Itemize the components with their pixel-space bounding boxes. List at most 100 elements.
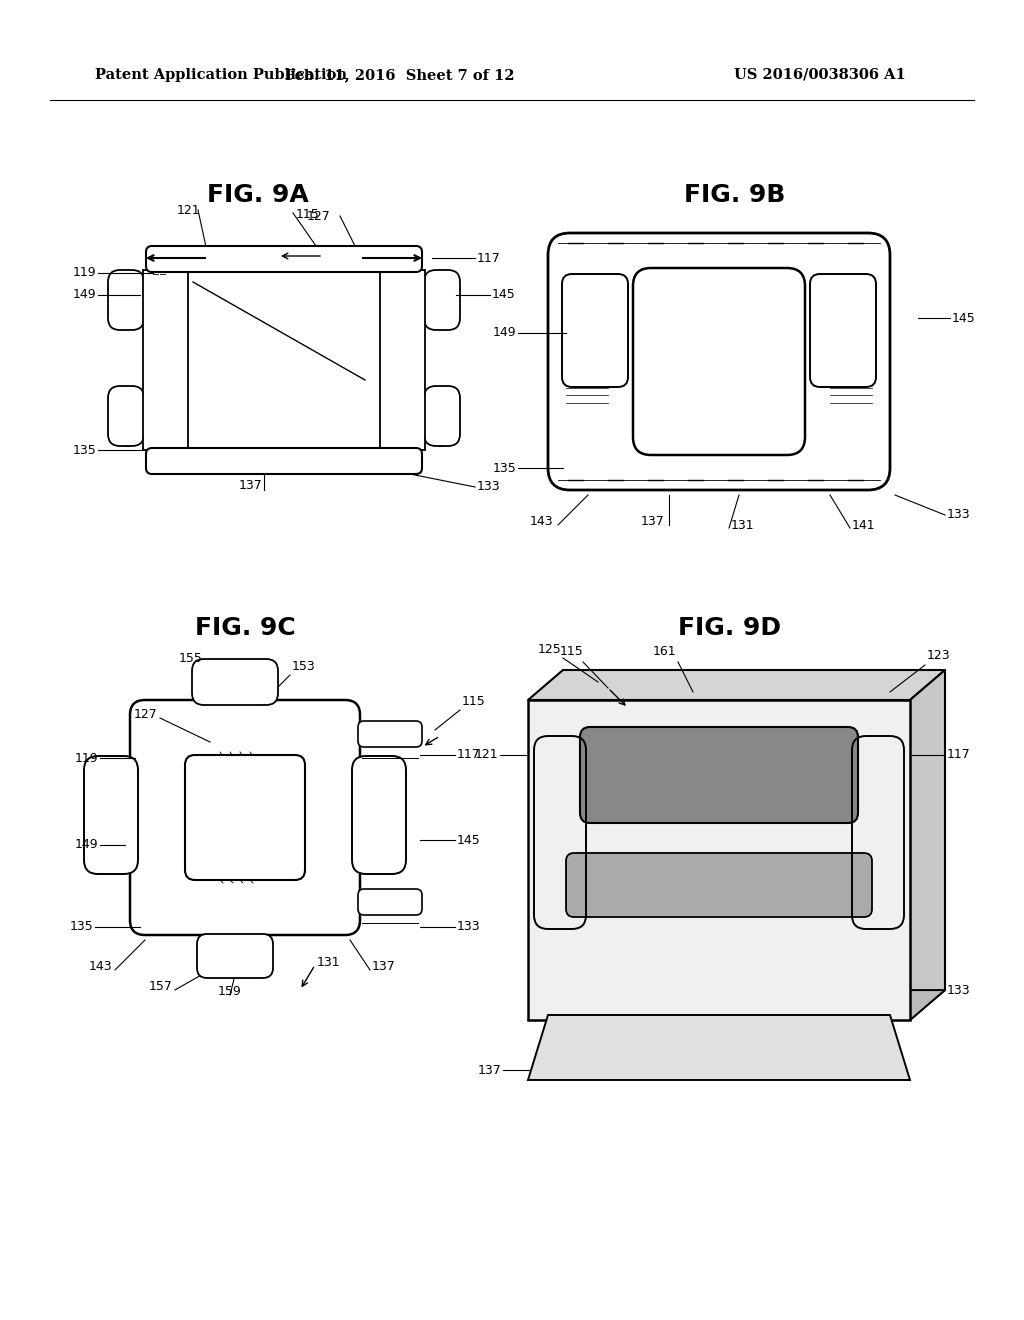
Circle shape — [101, 766, 119, 784]
FancyBboxPatch shape — [424, 271, 460, 330]
FancyBboxPatch shape — [108, 385, 144, 446]
FancyBboxPatch shape — [810, 275, 876, 387]
Circle shape — [862, 739, 894, 771]
Circle shape — [870, 876, 886, 894]
Text: 137: 137 — [372, 960, 395, 973]
FancyBboxPatch shape — [358, 888, 422, 915]
Circle shape — [428, 298, 456, 326]
Text: 127: 127 — [306, 210, 330, 223]
Circle shape — [119, 401, 133, 414]
Polygon shape — [563, 671, 945, 685]
FancyBboxPatch shape — [633, 268, 805, 455]
Text: 145: 145 — [781, 1064, 805, 1077]
Circle shape — [428, 275, 456, 302]
FancyBboxPatch shape — [108, 271, 144, 330]
Circle shape — [112, 393, 140, 422]
Text: 127: 127 — [133, 709, 157, 722]
Text: 133: 133 — [947, 983, 971, 997]
Text: 159: 159 — [218, 985, 242, 998]
Text: 143: 143 — [88, 960, 112, 973]
Polygon shape — [528, 990, 945, 1020]
Circle shape — [585, 333, 607, 354]
Text: 149: 149 — [493, 326, 516, 339]
FancyBboxPatch shape — [566, 853, 872, 917]
Text: 131: 131 — [317, 956, 341, 969]
Circle shape — [221, 704, 249, 733]
Text: FIG. 9B: FIG. 9B — [684, 183, 785, 207]
Circle shape — [574, 321, 618, 366]
Text: 117: 117 — [457, 748, 480, 762]
Text: 155: 155 — [179, 652, 203, 665]
FancyBboxPatch shape — [146, 246, 422, 272]
Circle shape — [428, 393, 456, 422]
Text: 119: 119 — [75, 751, 98, 764]
Bar — [380, 271, 425, 450]
Circle shape — [362, 822, 398, 858]
Circle shape — [820, 321, 864, 366]
Text: 133: 133 — [947, 508, 971, 521]
Bar — [143, 271, 188, 450]
Text: 145: 145 — [952, 312, 976, 325]
Circle shape — [228, 711, 242, 725]
Text: 143: 143 — [529, 515, 553, 528]
Polygon shape — [528, 671, 945, 700]
Text: 135: 135 — [70, 920, 93, 933]
Circle shape — [223, 706, 247, 730]
Circle shape — [820, 321, 864, 366]
Circle shape — [92, 756, 128, 793]
Circle shape — [119, 281, 133, 294]
Circle shape — [371, 832, 389, 849]
Text: 141: 141 — [852, 519, 876, 532]
Text: 137: 137 — [640, 515, 664, 528]
Text: 135: 135 — [73, 444, 96, 457]
Text: 119: 119 — [73, 267, 96, 280]
Circle shape — [371, 766, 389, 784]
Circle shape — [362, 756, 398, 793]
Circle shape — [92, 822, 128, 858]
Circle shape — [820, 271, 864, 315]
FancyBboxPatch shape — [424, 385, 460, 446]
Circle shape — [574, 271, 618, 315]
Circle shape — [92, 756, 128, 793]
Circle shape — [862, 869, 894, 902]
Circle shape — [371, 832, 389, 849]
Text: FIG. 9C: FIG. 9C — [195, 616, 295, 640]
Circle shape — [831, 333, 853, 354]
Circle shape — [435, 305, 449, 319]
Circle shape — [435, 401, 449, 414]
Circle shape — [112, 298, 140, 326]
FancyBboxPatch shape — [352, 756, 406, 874]
Circle shape — [544, 869, 575, 902]
FancyBboxPatch shape — [84, 756, 138, 874]
FancyBboxPatch shape — [130, 700, 360, 935]
Circle shape — [92, 822, 128, 858]
Circle shape — [435, 281, 449, 294]
FancyBboxPatch shape — [580, 727, 858, 822]
Circle shape — [101, 832, 119, 849]
Text: 149: 149 — [75, 838, 98, 851]
Circle shape — [574, 321, 618, 366]
Circle shape — [780, 1031, 798, 1049]
FancyBboxPatch shape — [193, 659, 278, 705]
Text: 161: 161 — [652, 645, 676, 657]
Text: 115: 115 — [462, 696, 485, 708]
Text: Patent Application Publication: Patent Application Publication — [95, 69, 347, 82]
Text: 125: 125 — [538, 643, 561, 656]
Polygon shape — [910, 671, 945, 1020]
Text: 133: 133 — [457, 920, 480, 933]
Polygon shape — [528, 1015, 910, 1080]
Circle shape — [112, 275, 140, 302]
FancyBboxPatch shape — [562, 275, 628, 387]
Circle shape — [229, 711, 241, 723]
Polygon shape — [528, 700, 910, 1020]
Text: 121: 121 — [176, 205, 200, 216]
Circle shape — [552, 747, 568, 763]
Circle shape — [552, 876, 568, 894]
Text: FIG. 9D: FIG. 9D — [679, 616, 781, 640]
Circle shape — [119, 425, 133, 440]
Text: 145: 145 — [492, 289, 516, 301]
Circle shape — [435, 425, 449, 440]
FancyBboxPatch shape — [185, 755, 305, 880]
Text: 157: 157 — [150, 979, 173, 993]
Text: 117: 117 — [947, 748, 971, 762]
